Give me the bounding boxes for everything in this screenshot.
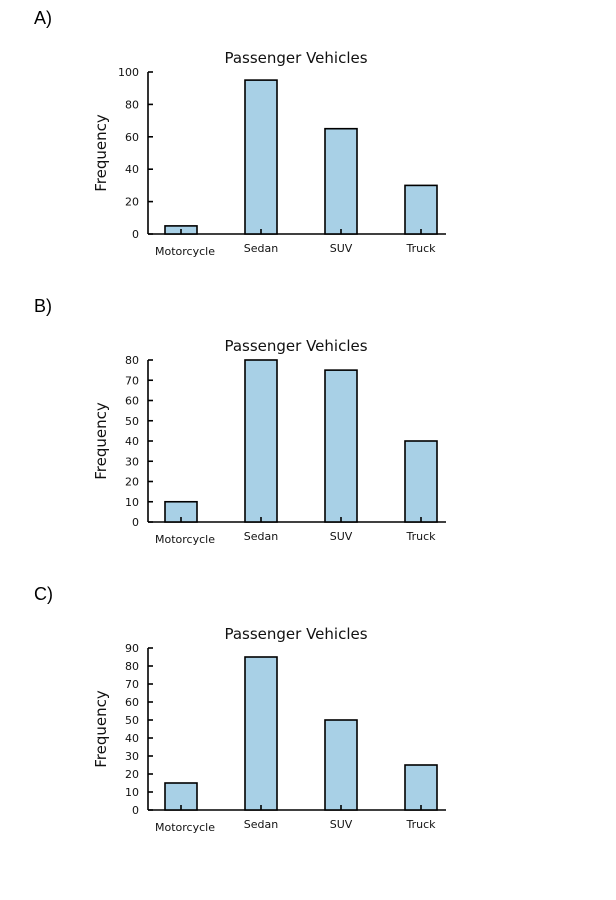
y-tick-label: 70: [125, 374, 139, 387]
y-tick-label: 40: [125, 435, 139, 448]
x-tick-label: SUV: [330, 530, 353, 543]
x-tick-label: Truck: [405, 242, 436, 255]
x-tick-label: Truck: [405, 530, 436, 543]
y-tick-label: 30: [125, 455, 139, 468]
option-c-label: C): [34, 584, 53, 604]
option-a-label: A): [34, 8, 52, 28]
y-tick-label: 0: [132, 804, 139, 817]
chart-b: Passenger Vehicles Frequency 0 10 20 30 40 50 60…: [92, 337, 446, 546]
x-tick-label: Motorcycle: [155, 821, 215, 834]
bar-suv: [324, 369, 358, 523]
y-tick-label: 30: [125, 750, 139, 763]
y-tick-label: 80: [125, 354, 139, 367]
y-tick-label: 10: [125, 786, 139, 799]
x-tick-label: Sedan: [244, 818, 278, 831]
bar-sedan: [244, 656, 278, 811]
bar-sedan: [244, 79, 278, 235]
chart-c: Passenger Vehicles Frequency 0 10 20 30 40 50 60…: [92, 625, 446, 834]
y-tick-label: 60: [125, 131, 139, 144]
bar-suv: [324, 127, 358, 235]
y-tick-label: 60: [125, 696, 139, 709]
y-tick-label: 20: [125, 768, 139, 781]
bar-truck: [404, 764, 438, 811]
y-tick-label: 20: [125, 196, 139, 209]
bar-truck: [404, 440, 438, 523]
x-tick-label: Motorcycle: [155, 533, 215, 546]
y-tick-label: 80: [125, 660, 139, 673]
y-tick-label: 50: [125, 415, 139, 428]
bar-truck: [404, 184, 438, 235]
chart-title: Passenger Vehicles: [224, 49, 367, 67]
y-tick-label: 40: [125, 732, 139, 745]
y-tick-label: 100: [118, 66, 139, 79]
y-tick-label: 70: [125, 678, 139, 691]
x-tick-label: SUV: [330, 242, 353, 255]
y-axis-label: Frequency: [92, 402, 110, 480]
y-tick-label: 0: [132, 228, 139, 241]
chart-a: Passenger Vehicles Frequency 0 20 40 60 80 100 M…: [92, 49, 446, 258]
y-tick-label: 20: [125, 476, 139, 489]
chart-title: Passenger Vehicles: [224, 625, 367, 643]
y-tick-label: 40: [125, 163, 139, 176]
y-tick-label: 0: [132, 516, 139, 529]
x-tick-label: Sedan: [244, 530, 278, 543]
y-tick-label: 60: [125, 395, 139, 408]
x-tick-label: Truck: [405, 818, 436, 831]
bar-suv: [324, 719, 358, 811]
x-tick-label: SUV: [330, 818, 353, 831]
y-tick-label: 10: [125, 496, 139, 509]
x-tick-label: Motorcycle: [155, 245, 215, 258]
option-b-label: B): [34, 296, 52, 316]
bar-sedan: [244, 359, 278, 523]
y-tick-label: 50: [125, 714, 139, 727]
y-axis-label: Frequency: [92, 690, 110, 768]
y-tick-label: 80: [125, 98, 139, 111]
x-tick-label: Sedan: [244, 242, 278, 255]
y-axis-label: Frequency: [92, 114, 110, 192]
chart-title: Passenger Vehicles: [224, 337, 367, 355]
y-tick-label: 90: [125, 642, 139, 655]
